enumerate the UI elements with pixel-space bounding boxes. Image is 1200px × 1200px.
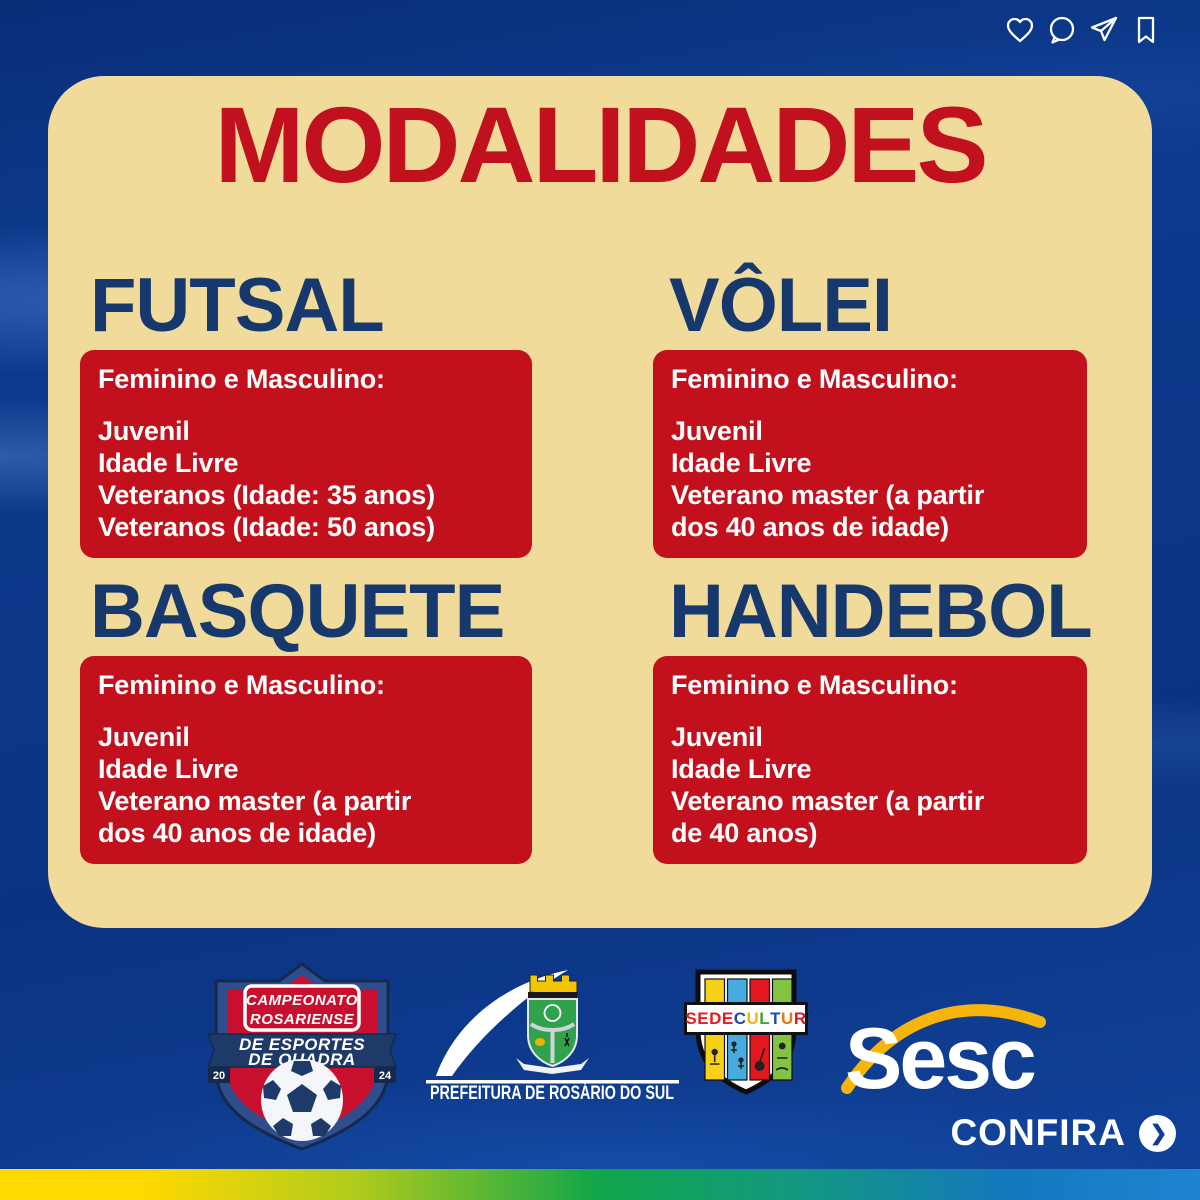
- logo-letter: R: [793, 1008, 807, 1028]
- section-heading: HANDEBOL: [669, 569, 1093, 654]
- category-line: Juvenil: [98, 722, 190, 752]
- divider: [426, 1080, 679, 1084]
- category-line: Veterano master (a partir dos 40 anos de…: [98, 786, 412, 848]
- category-intro: Feminino e Masculino:: [98, 364, 385, 394]
- save-icon[interactable]: [1130, 14, 1162, 46]
- category-box: Feminino e Masculino: Juvenil Idade Livre…: [653, 656, 1087, 864]
- category-box: Feminino e Masculino: Juvenil Idade Livre…: [80, 656, 532, 864]
- coat-of-arms-icon: [516, 974, 589, 1074]
- category-intro: Feminino e Masculino:: [98, 670, 385, 700]
- color-stripes-bottom: [704, 1033, 793, 1081]
- category-box: Feminino e Masculino: Juvenil Idade Livre…: [653, 350, 1087, 558]
- color-stripes-top: [704, 978, 793, 1005]
- section-basquete: BASQUETE Feminino e Masculino: Juvenil Id…: [80, 569, 532, 864]
- like-icon[interactable]: [1004, 14, 1036, 46]
- category-line: Veteranos (Idade: 50 anos): [98, 512, 435, 542]
- category-lines: Juvenil Idade Livre Veterano master (a par…: [98, 721, 514, 849]
- category-line: Juvenil: [98, 416, 190, 446]
- section-volei: VÔLEI Feminino e Masculino: Juvenil Idade…: [653, 263, 1087, 558]
- page-title: MODALIDADES: [214, 84, 989, 205]
- category-lines: Juvenil Idade Livre Veterano master (a par…: [671, 415, 1069, 543]
- sesc-logo: [841, 1004, 1046, 1094]
- comment-icon[interactable]: [1046, 14, 1078, 46]
- section-heading: BASQUETE: [90, 569, 505, 654]
- logo-year: 24: [379, 1070, 392, 1082]
- category-lines: Juvenil Idade Livre Veterano master (a par…: [671, 721, 1069, 849]
- category-line: Idade Livre: [671, 754, 812, 784]
- swoosh-icon: [436, 970, 568, 1076]
- category-line: Veterano master (a partir dos 40 anos de…: [671, 480, 985, 542]
- share-icon[interactable]: [1088, 14, 1120, 46]
- category-line: Idade Livre: [98, 754, 239, 784]
- category-intro: Feminino e Masculino:: [671, 364, 958, 394]
- logo-text: ROSARIENSE: [250, 1011, 355, 1028]
- logo-title-panel: [243, 984, 361, 1032]
- soccer-ball-icon: [261, 1059, 343, 1141]
- championship-logo: CAMPEONATO ROSARIENSE DE ESPORTES DE QUA…: [207, 962, 397, 1151]
- category-intro: Feminino e Masculino:: [671, 670, 958, 700]
- chevron-right-icon: ❯: [1139, 1114, 1176, 1152]
- category-line: Veteranos (Idade: 35 anos): [98, 480, 435, 510]
- bottom-gradient-strip: [0, 1169, 1200, 1200]
- section-handebol: HANDEBOL Feminino e Masculino: Juvenil Id…: [653, 569, 1093, 864]
- year-tab: [208, 1067, 230, 1083]
- swoosh-icon: [841, 1004, 1046, 1094]
- section-heading: FUTSAL: [90, 263, 385, 348]
- category-line: Juvenil: [671, 416, 763, 446]
- confira-cta[interactable]: CONFIRA ❯: [950, 1112, 1176, 1154]
- logo-text: CAMPEONATO: [246, 992, 358, 1009]
- category-line: Idade Livre: [671, 448, 812, 478]
- stripe-glyphs: [710, 1041, 789, 1072]
- logo-letter: E: [697, 1008, 710, 1028]
- section-heading: VÔLEI: [669, 263, 893, 348]
- logo-letter: E: [721, 1008, 734, 1028]
- category-line: Juvenil: [671, 722, 763, 752]
- category-line: Idade Livre: [98, 448, 239, 478]
- modalities-card: MODALIDADES FUTSAL Feminino e Masculino:…: [48, 76, 1152, 928]
- logo-letter: T: [770, 1008, 782, 1028]
- category-line: Veterano master (a partir de 40 anos): [671, 786, 985, 848]
- sesc-wordmark: Sesc: [845, 1011, 1037, 1107]
- logo-text: DE ESPORTES: [239, 1035, 365, 1054]
- logo-letter: C: [733, 1008, 747, 1028]
- logo-letter: U: [746, 1008, 760, 1028]
- logo-letter: U: [781, 1008, 794, 1028]
- year-tab: [374, 1067, 396, 1083]
- category-lines: Juvenil Idade Livre Veteranos (Idade: 35 a…: [98, 415, 514, 543]
- social-actions: [1004, 14, 1162, 46]
- prefeitura-label: PREFEITURA DE ROSÁRIO DO SUL: [430, 1081, 674, 1102]
- logo-letter: D: [709, 1008, 722, 1028]
- logo-letter: L: [759, 1008, 771, 1028]
- logo-letter: S: [685, 1008, 698, 1028]
- logo-year: 20: [213, 1070, 225, 1082]
- section-futsal: FUTSAL Feminino e Masculino: Juvenil Idad…: [80, 263, 532, 558]
- category-box: Feminino e Masculino: Juvenil Idade Livre…: [80, 350, 532, 558]
- prefeitura-logo: PREFEITURA DE ROSÁRIO DO SUL: [426, 970, 679, 1102]
- confira-label: CONFIRA: [950, 1112, 1126, 1153]
